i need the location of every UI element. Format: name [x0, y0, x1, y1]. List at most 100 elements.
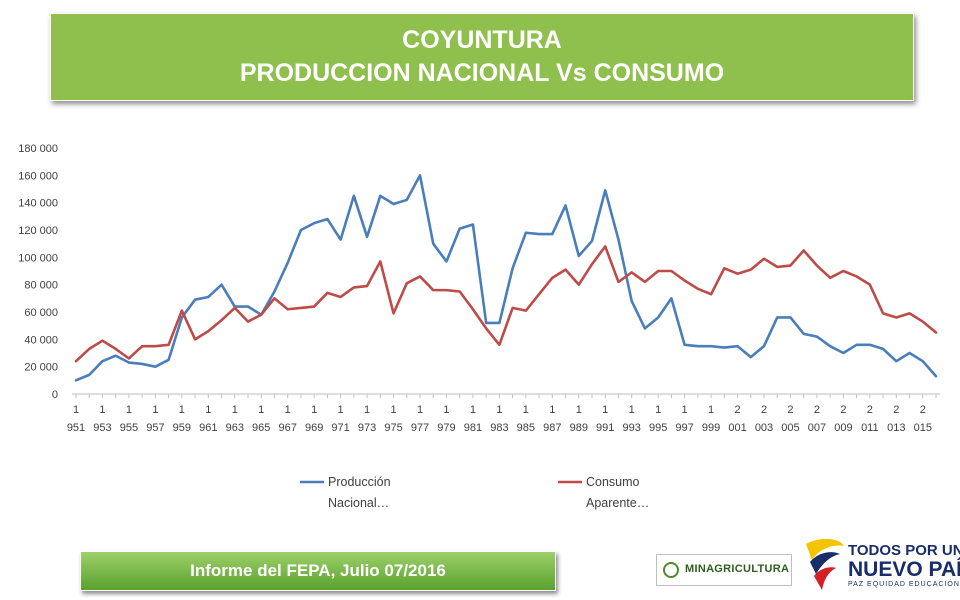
series-line-consumo: [74, 245, 938, 363]
x-tick-label-bottom: 955: [120, 422, 138, 434]
x-tick-label-bottom: 965: [252, 422, 270, 434]
x-tick-label-bottom: 995: [649, 422, 667, 434]
x-tick-label-bottom: 957: [146, 422, 164, 434]
x-tick-label-bottom: 005: [781, 422, 799, 434]
x-tick-label-bottom: 013: [887, 422, 905, 434]
y-tick-label: 180 000: [18, 143, 58, 155]
minagricultura-logo: MINAGRICULTURA: [656, 554, 792, 586]
x-tick-label-top: 2: [787, 404, 793, 416]
x-tick-label-bottom: 971: [331, 422, 349, 434]
x-tick-label-top: 2: [867, 404, 873, 416]
legend-label-line-1: Consumo: [586, 475, 640, 489]
title-line-1: COYUNTURA: [402, 26, 562, 54]
x-tick-label-bottom: 001: [728, 422, 746, 434]
x-tick-label-bottom: 989: [570, 422, 588, 434]
x-tick-label-top: 1: [258, 404, 264, 416]
x-tick-label-bottom: 987: [543, 422, 561, 434]
x-tick-label-bottom: 963: [226, 422, 244, 434]
y-tick-label: 40 000: [24, 334, 58, 346]
x-tick-label-top: 1: [232, 404, 238, 416]
y-axis-labels: 0 20 000 40 000 60 000 80 000 100 000 120 000 1…: [18, 143, 58, 401]
slogan-line-3: PAZ EQUIDAD EDUCACIÓN: [848, 581, 960, 588]
x-tick-label-bottom: 977: [411, 422, 429, 434]
legend: Producción Nacional… Consumo Aparente…: [300, 475, 649, 510]
x-tick-label-bottom: 969: [305, 422, 323, 434]
x-tick-label-bottom: 991: [596, 422, 614, 434]
y-tick-label: 120 000: [18, 225, 58, 237]
x-tick-label-bottom: 009: [834, 422, 852, 434]
x-tick-label-top: 2: [761, 404, 767, 416]
x-tick-label-top: 1: [205, 404, 211, 416]
x-tick-label-top: 1: [338, 404, 344, 416]
x-tick-label-bottom: 973: [358, 422, 376, 434]
x-tick-label-top: 1: [576, 404, 582, 416]
x-tick-label-top: 2: [814, 404, 820, 416]
legend-label-line-2: Aparente…: [586, 496, 649, 510]
x-tick-label-top: 1: [655, 404, 661, 416]
x-tick-label-bottom: 003: [755, 422, 773, 434]
x-tick-label-bottom: 953: [93, 422, 111, 434]
x-tick-label-top: 1: [364, 404, 370, 416]
x-tick-label-top: 2: [840, 404, 846, 416]
y-tick-label: 20 000: [24, 362, 58, 374]
x-tick-label-top: 1: [126, 404, 132, 416]
x-tick-label-bottom: 997: [675, 422, 693, 434]
x-tick-label-bottom: 951: [67, 422, 85, 434]
x-tick-label-bottom: 999: [702, 422, 720, 434]
x-tick-label-top: 1: [99, 404, 105, 416]
legend-label-line-1: Producción: [328, 475, 391, 489]
y-tick-label: 0: [52, 389, 58, 401]
x-tick-label-bottom: 985: [517, 422, 535, 434]
x-axis-ticks: [75, 394, 937, 398]
x-tick-label-bottom: 011: [861, 422, 879, 434]
legend-label-line-2: Nacional…: [328, 496, 389, 510]
x-tick-label-top: 1: [470, 404, 476, 416]
x-tick-label-top: 1: [523, 404, 529, 416]
x-tick-label-bottom: 993: [623, 422, 641, 434]
x-tick-label-top: 1: [496, 404, 502, 416]
coat-of-arms-icon: [663, 562, 679, 578]
x-tick-label-bottom: 967: [279, 422, 297, 434]
x-tick-label-top: 1: [682, 404, 688, 416]
report-source-banner: Informe del FEPA, Julio 07/2016: [80, 551, 556, 591]
x-axis-labels: 1 951 1 953 1 955 1 957 1 959 1 961 1 963 1 965 1 967 1 969…: [67, 404, 932, 434]
y-tick-label: 60 000: [24, 307, 58, 319]
x-tick-label-bottom: 961: [199, 422, 217, 434]
x-tick-label-bottom: 975: [384, 422, 402, 434]
title-line-2: PRODUCCION NACIONAL Vs CONSUMO: [239, 59, 725, 87]
todos-por-un-nuevo-pais-logo: TODOS POR UN NUEVO PAÍS PAZ EQUIDAD EDUC…: [800, 536, 960, 594]
x-tick-label-top: 1: [311, 404, 317, 416]
x-tick-label-top: 1: [417, 404, 423, 416]
y-tick-label: 100 000: [18, 252, 58, 264]
x-tick-label-top: 2: [893, 404, 899, 416]
x-tick-label-bottom: 981: [464, 422, 482, 434]
x-tick-label-top: 1: [443, 404, 449, 416]
flag-swoosh-icon: [806, 538, 844, 590]
x-tick-label-top: 1: [549, 404, 555, 416]
line-chart: 0 20 000 40 000 60 000 80 000 100 000 120 000 1…: [18, 143, 940, 510]
y-tick-label: 80 000: [24, 280, 58, 292]
y-tick-label: 160 000: [18, 170, 58, 182]
x-tick-label-bottom: 007: [808, 422, 826, 434]
x-tick-label-top: 1: [390, 404, 396, 416]
x-tick-label-top: 2: [734, 404, 740, 416]
x-tick-label-bottom: 983: [490, 422, 508, 434]
x-tick-label-top: 1: [285, 404, 291, 416]
x-tick-label-top: 1: [629, 404, 635, 416]
x-tick-label-bottom: 959: [173, 422, 191, 434]
minagricultura-label: MINAGRICULTURA: [685, 563, 790, 575]
x-tick-label-top: 1: [179, 404, 185, 416]
y-tick-label: 140 000: [18, 198, 58, 210]
x-tick-label-top: 1: [73, 404, 79, 416]
x-tick-label-top: 2: [920, 404, 926, 416]
plot-series: [74, 174, 938, 382]
x-tick-label-top: 1: [152, 404, 158, 416]
slogan-line-1: TODOS POR UN: [848, 542, 960, 559]
x-tick-label-top: 1: [602, 404, 608, 416]
series-line-produccion: [74, 174, 938, 382]
x-tick-label-bottom: 015: [914, 422, 932, 434]
x-tick-label-top: 1: [708, 404, 714, 416]
x-tick-label-bottom: 979: [437, 422, 455, 434]
slogan-line-2: NUEVO PAÍS: [848, 558, 960, 581]
title-banner: COYUNTURA PRODUCCION NACIONAL Vs CONSUMO: [50, 13, 914, 101]
